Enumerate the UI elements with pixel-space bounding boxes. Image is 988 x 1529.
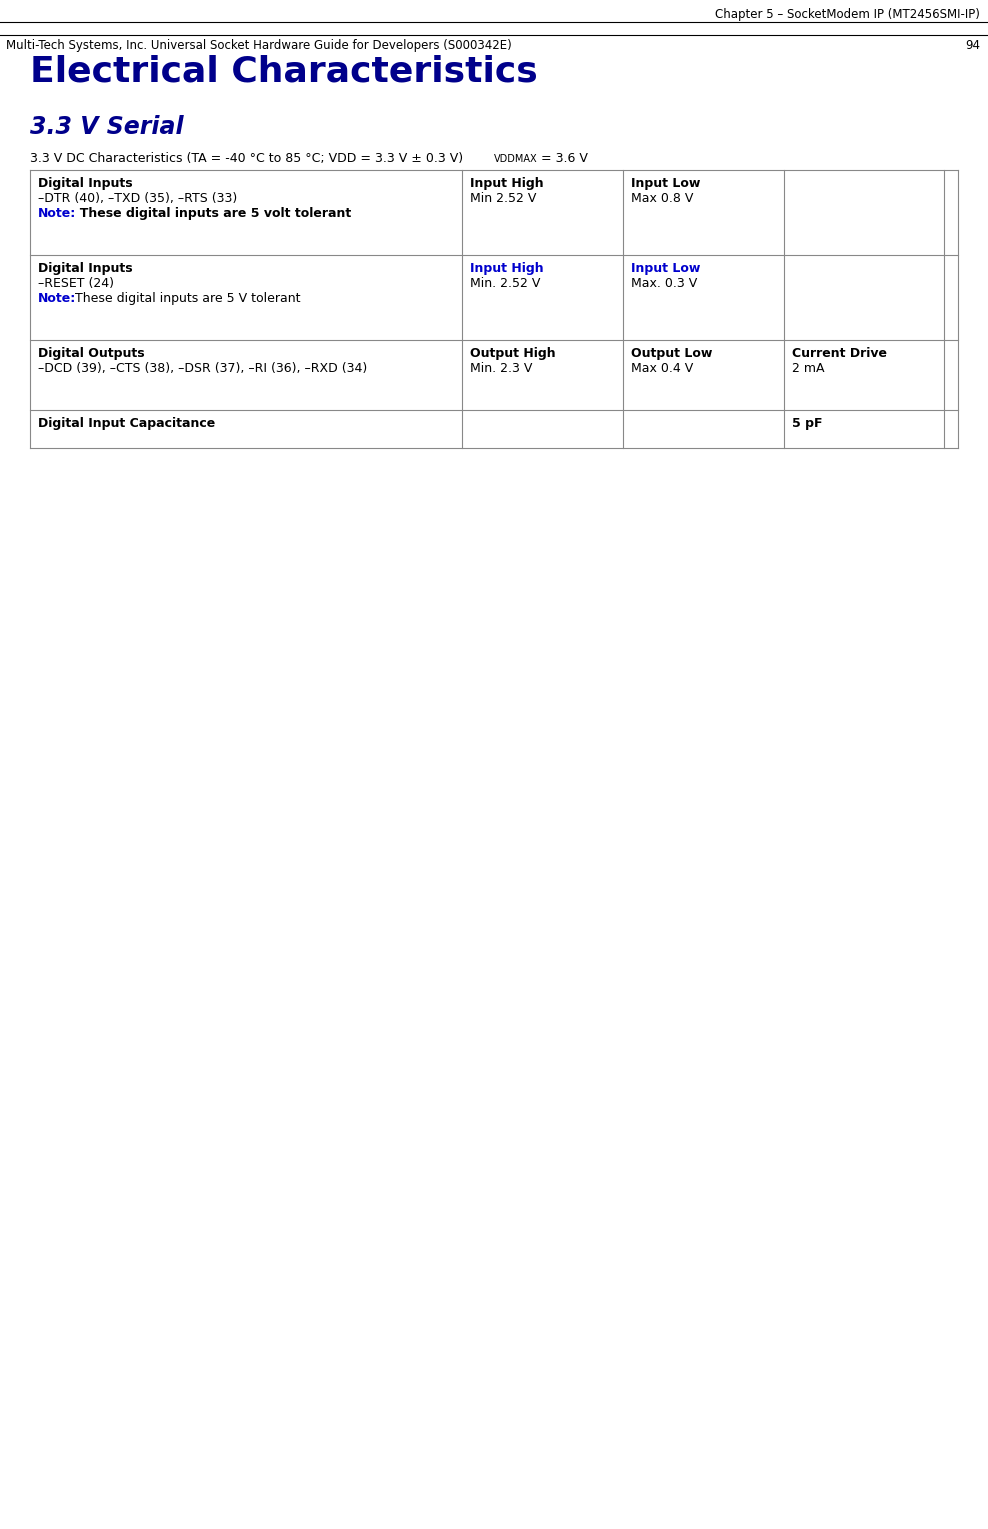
Text: Digital Inputs: Digital Inputs <box>38 177 132 190</box>
Text: Digital Input Capacitance: Digital Input Capacitance <box>38 417 215 430</box>
Text: Min. 2.52 V: Min. 2.52 V <box>470 277 540 291</box>
Text: Input High: Input High <box>470 261 544 275</box>
Text: Input Low: Input Low <box>631 177 700 190</box>
Text: VDDMAX: VDDMAX <box>494 154 537 164</box>
Text: Digital Inputs: Digital Inputs <box>38 261 132 275</box>
Text: 94: 94 <box>965 40 980 52</box>
Text: Input High: Input High <box>470 177 544 190</box>
Text: 3.3 V Serial: 3.3 V Serial <box>30 115 184 139</box>
Text: Max 0.4 V: Max 0.4 V <box>631 362 694 375</box>
Text: Note:: Note: <box>38 206 76 220</box>
Text: These digital inputs are 5 volt tolerant: These digital inputs are 5 volt tolerant <box>71 206 352 220</box>
Text: 5 pF: 5 pF <box>791 417 822 430</box>
Text: Max 0.8 V: Max 0.8 V <box>631 193 694 205</box>
Text: –DTR (40), –TXD (35), –RTS (33): –DTR (40), –TXD (35), –RTS (33) <box>38 193 237 205</box>
Text: Current Drive: Current Drive <box>791 347 886 359</box>
Text: Output Low: Output Low <box>631 347 712 359</box>
Text: Input Low: Input Low <box>631 261 700 275</box>
Text: Chapter 5 – SocketModem IP (MT2456SMI-IP): Chapter 5 – SocketModem IP (MT2456SMI-IP… <box>715 8 980 21</box>
Text: Digital Outputs: Digital Outputs <box>38 347 144 359</box>
Text: Electrical Characteristics: Electrical Characteristics <box>30 55 537 89</box>
Text: Note:: Note: <box>38 292 76 304</box>
Text: –DCD (39), –CTS (38), –DSR (37), –RI (36), –RXD (34): –DCD (39), –CTS (38), –DSR (37), –RI (36… <box>38 362 368 375</box>
Text: –RESET (24): –RESET (24) <box>38 277 114 291</box>
Text: Min 2.52 V: Min 2.52 V <box>470 193 536 205</box>
Text: These digital inputs are 5 V tolerant: These digital inputs are 5 V tolerant <box>71 292 300 304</box>
Text: = 3.6 V: = 3.6 V <box>537 151 588 165</box>
Text: Multi-Tech Systems, Inc. Universal Socket Hardware Guide for Developers (S000342: Multi-Tech Systems, Inc. Universal Socke… <box>6 40 512 52</box>
Text: Min. 2.3 V: Min. 2.3 V <box>470 362 533 375</box>
Text: 3.3 V DC Characteristics (TA = -40 °C to 85 °C; VDD = 3.3 V ± 0.3 V): 3.3 V DC Characteristics (TA = -40 °C to… <box>30 151 467 165</box>
Text: Max. 0.3 V: Max. 0.3 V <box>631 277 698 291</box>
Text: 2 mA: 2 mA <box>791 362 824 375</box>
Text: Output High: Output High <box>470 347 556 359</box>
